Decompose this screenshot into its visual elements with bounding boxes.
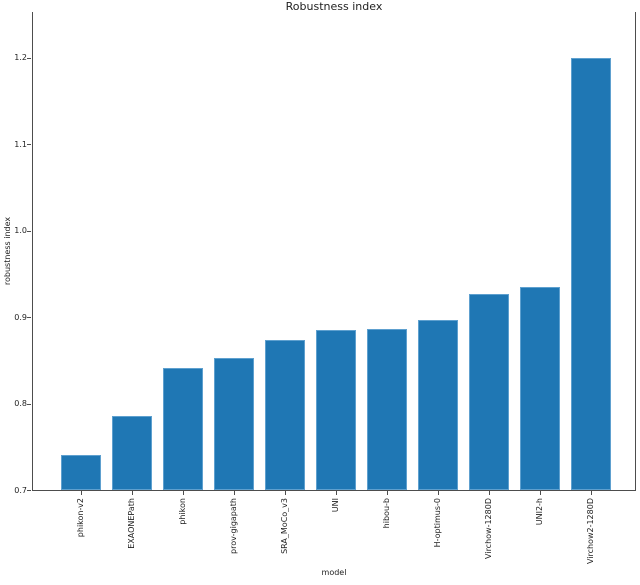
y-tick-label: 0.9 <box>14 312 27 322</box>
x-tick-label: Virchow-1280D <box>483 498 493 559</box>
x-tick-mark <box>539 491 541 495</box>
bar-SRA_MoCo_v3 <box>264 339 305 490</box>
y-tick-mark <box>27 317 31 319</box>
x-tick-label: Virchow2-1280D <box>585 498 595 565</box>
bar-phikon-v2 <box>61 455 102 490</box>
y-tick-label: 1.1 <box>14 139 27 149</box>
y-tick-mark <box>27 230 31 232</box>
axis-spine-left <box>32 12 33 490</box>
bar-EXAONEPath <box>112 415 153 490</box>
x-tick-label: H-optimus-0 <box>432 498 442 548</box>
y-tick-label: 0.8 <box>14 399 27 408</box>
y-tick-mark <box>27 57 31 59</box>
y-tick-label: 1.0 <box>14 226 27 236</box>
y-tick-label: 1.2 <box>14 53 27 63</box>
x-tick-label: hibou-b <box>381 498 391 529</box>
bar-Virchow2-1280D <box>570 57 611 490</box>
x-tick-mark <box>233 491 235 495</box>
bar-H-optimus-0 <box>417 319 458 490</box>
bar-prov-gigapath <box>213 357 254 490</box>
x-tick-mark <box>488 491 490 495</box>
x-tick-mark <box>335 491 337 495</box>
y-tick-mark <box>27 490 31 491</box>
x-tick-label: prov-gigapath <box>228 498 238 554</box>
bar-UNI2-h <box>519 286 560 490</box>
bar-UNI <box>315 330 356 490</box>
x-tick-label: EXAONEPath <box>127 498 137 549</box>
y-tick-mark <box>27 144 31 146</box>
x-tick-label: phikon-v2 <box>76 498 86 538</box>
x-tick-label: UNI <box>330 498 340 513</box>
chart-title: Robustness index <box>285 0 383 13</box>
x-tick-mark <box>590 491 592 495</box>
y-tick-mark <box>27 403 31 405</box>
x-tick-mark <box>437 491 439 495</box>
x-tick-mark <box>284 491 286 495</box>
axis-spine-bottom <box>32 490 636 491</box>
x-tick-label: UNI2-h <box>534 498 544 526</box>
x-tick-mark <box>386 491 388 495</box>
bar-hibou-b <box>366 329 407 490</box>
axis-spine-right <box>635 12 636 490</box>
x-tick-mark <box>183 491 185 495</box>
bar-Virchow-1280D <box>468 293 509 490</box>
bar-phikon <box>163 368 204 490</box>
x-tick-label: SRA_MoCo_v3 <box>279 498 289 554</box>
x-tick-mark <box>132 491 134 495</box>
y-tick-label: 0.7 <box>14 485 27 495</box>
x-tick-label: phikon <box>178 498 188 525</box>
x-tick-mark <box>81 491 83 495</box>
x-axis-label: model <box>321 568 347 577</box>
plot-area <box>32 12 636 491</box>
